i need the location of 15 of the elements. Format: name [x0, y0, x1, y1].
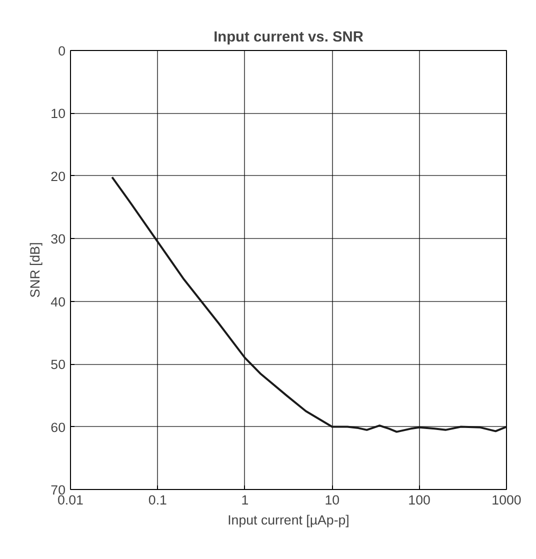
x-tick-label: 10 — [324, 492, 340, 508]
y-tick-label: 60 — [50, 420, 66, 435]
x-tick-label: 0.1 — [148, 492, 167, 508]
y-tick-label: 0 — [58, 44, 66, 58]
y-tick-label: 30 — [50, 232, 66, 247]
y-tick-label: 50 — [50, 357, 66, 372]
y-tick-label: 20 — [50, 168, 66, 184]
y-tick-label: 10 — [50, 106, 66, 122]
x-tick-label: 1000 — [492, 492, 522, 508]
chart-title: Input current vs. SNR — [214, 30, 364, 46]
y-tick-label: 40 — [50, 294, 66, 310]
x-tick-label: 1 — [241, 492, 249, 508]
x-axis-title: Input current [µAp-p] — [228, 512, 350, 528]
y-axis-title: SNR [dB] — [28, 242, 43, 298]
x-tick-label: 100 — [408, 492, 430, 508]
